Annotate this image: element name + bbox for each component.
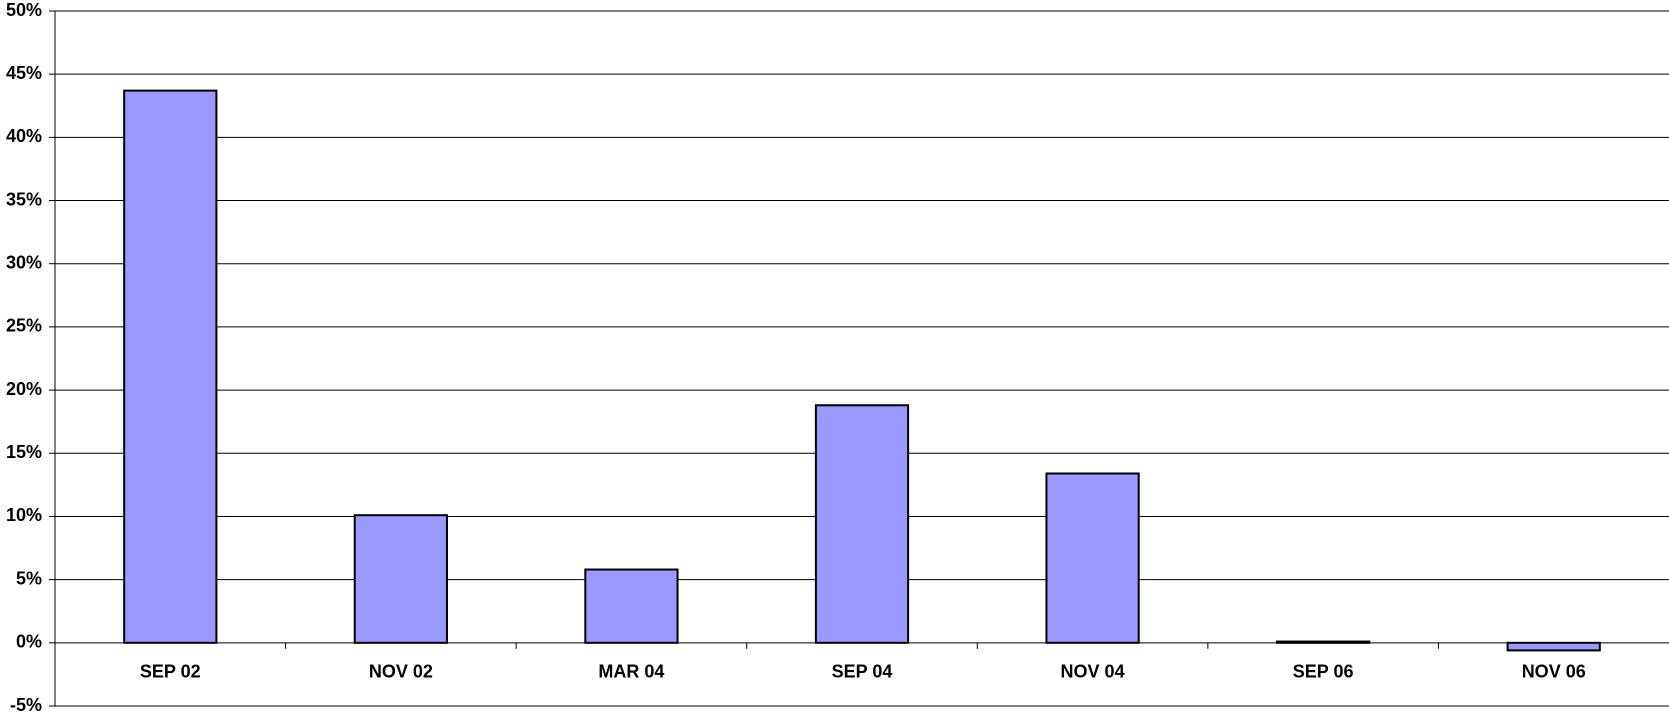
x-tick-label: NOV 04 [1061, 662, 1125, 682]
x-tick-label: MAR 04 [598, 662, 664, 682]
x-tick-label: NOV 02 [369, 662, 433, 682]
y-tick-label: 45% [6, 63, 42, 83]
x-tick-label: SEP 04 [832, 662, 893, 682]
y-tick-label: 50% [6, 0, 42, 20]
y-tick-label: -5% [10, 695, 42, 715]
y-tick-label: 35% [6, 189, 42, 209]
y-tick-label: 40% [6, 126, 42, 146]
x-tick-label: NOV 06 [1522, 662, 1586, 682]
bar [353, 514, 448, 644]
bar [123, 89, 218, 644]
bar [584, 568, 679, 644]
y-tick-label: 5% [16, 568, 42, 588]
bar [814, 404, 910, 644]
x-tick-label: SEP 06 [1293, 662, 1354, 682]
bar [1506, 641, 1601, 652]
x-tick-label: SEP 02 [140, 662, 201, 682]
y-tick-label: 0% [16, 632, 42, 652]
bar [1045, 472, 1140, 644]
y-tick-label: 20% [6, 379, 42, 399]
y-tick-label: 10% [6, 505, 42, 525]
y-tick-label: 15% [6, 442, 42, 462]
y-tick-label: 25% [6, 316, 42, 336]
bar [1276, 640, 1371, 644]
y-tick-label: 30% [6, 252, 42, 272]
